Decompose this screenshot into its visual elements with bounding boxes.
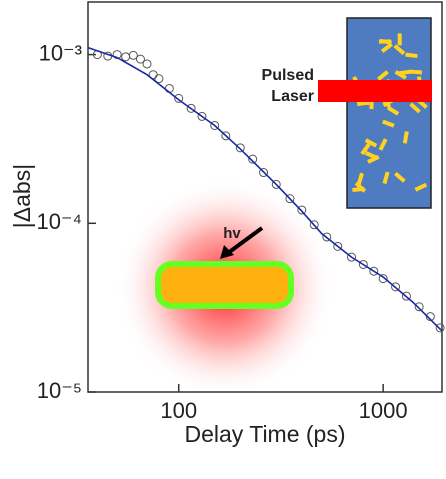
- plot-frame: [87, 1, 443, 393]
- data-point: [378, 274, 388, 284]
- arrow-head: [220, 245, 234, 259]
- data-point: [197, 111, 207, 121]
- data-point: [135, 54, 145, 64]
- rod: [380, 42, 393, 53]
- data-point: [285, 194, 295, 204]
- x-axis-title: Delay Time (ps): [184, 421, 345, 447]
- data-point: [221, 131, 231, 141]
- rod: [398, 69, 412, 76]
- rod: [409, 69, 423, 75]
- y-axis-title: |Δabs|: [9, 164, 35, 228]
- rod: [360, 142, 371, 156]
- data-point: [235, 143, 245, 153]
- nanorod: [155, 261, 294, 309]
- data-point: [391, 282, 401, 292]
- data-point: [322, 232, 332, 242]
- rod: [397, 33, 402, 46]
- data-point: [435, 323, 445, 333]
- data-point: [112, 50, 122, 60]
- rod: [414, 182, 428, 192]
- x-tick-label: 100: [160, 398, 197, 423]
- rod: [367, 155, 380, 164]
- data-point: [210, 120, 220, 130]
- rod: [364, 138, 378, 148]
- rod: [386, 105, 400, 116]
- data-point: [164, 83, 174, 93]
- laser-beam: [318, 80, 432, 102]
- rod: [354, 181, 367, 193]
- data-point: [425, 312, 435, 322]
- hv-label: hv: [223, 225, 241, 242]
- rod: [356, 172, 364, 186]
- rod: [405, 52, 418, 59]
- inset: hv Pulsed Laser: [115, 17, 432, 398]
- fit-line: [87, 46, 443, 332]
- arrow: [226, 226, 264, 255]
- rod: [394, 171, 406, 183]
- data-point: [297, 205, 307, 215]
- data-point: [154, 74, 164, 84]
- data-point: [128, 50, 138, 60]
- y-tick-label: 10⁻⁵: [37, 378, 82, 403]
- rod: [402, 131, 409, 144]
- data-point: [414, 302, 424, 312]
- data-point: [309, 220, 319, 230]
- data-point: [401, 291, 411, 301]
- data-point: [369, 266, 379, 276]
- data-point: [271, 179, 281, 189]
- data-point: [186, 103, 196, 113]
- rod: [382, 119, 395, 128]
- data-point: [259, 168, 269, 178]
- data-point: [358, 259, 368, 269]
- rod: [382, 171, 390, 185]
- rod: [377, 70, 389, 81]
- data-point: [333, 241, 343, 251]
- data-point: [121, 52, 131, 62]
- data-point: [142, 59, 152, 69]
- rod: [378, 39, 392, 44]
- laser-label: Pulsed: [262, 67, 314, 84]
- data-point: [346, 252, 356, 262]
- y-tick-label: 10⁻⁴: [36, 209, 82, 234]
- rod: [409, 102, 421, 114]
- laser-label: Laser: [271, 88, 314, 105]
- y-tick-label: 10⁻³: [39, 40, 82, 65]
- rod: [378, 138, 388, 151]
- data-point: [248, 154, 258, 164]
- x-tick-label: 1000: [359, 398, 408, 423]
- data-point: [174, 93, 184, 103]
- rod: [393, 44, 406, 56]
